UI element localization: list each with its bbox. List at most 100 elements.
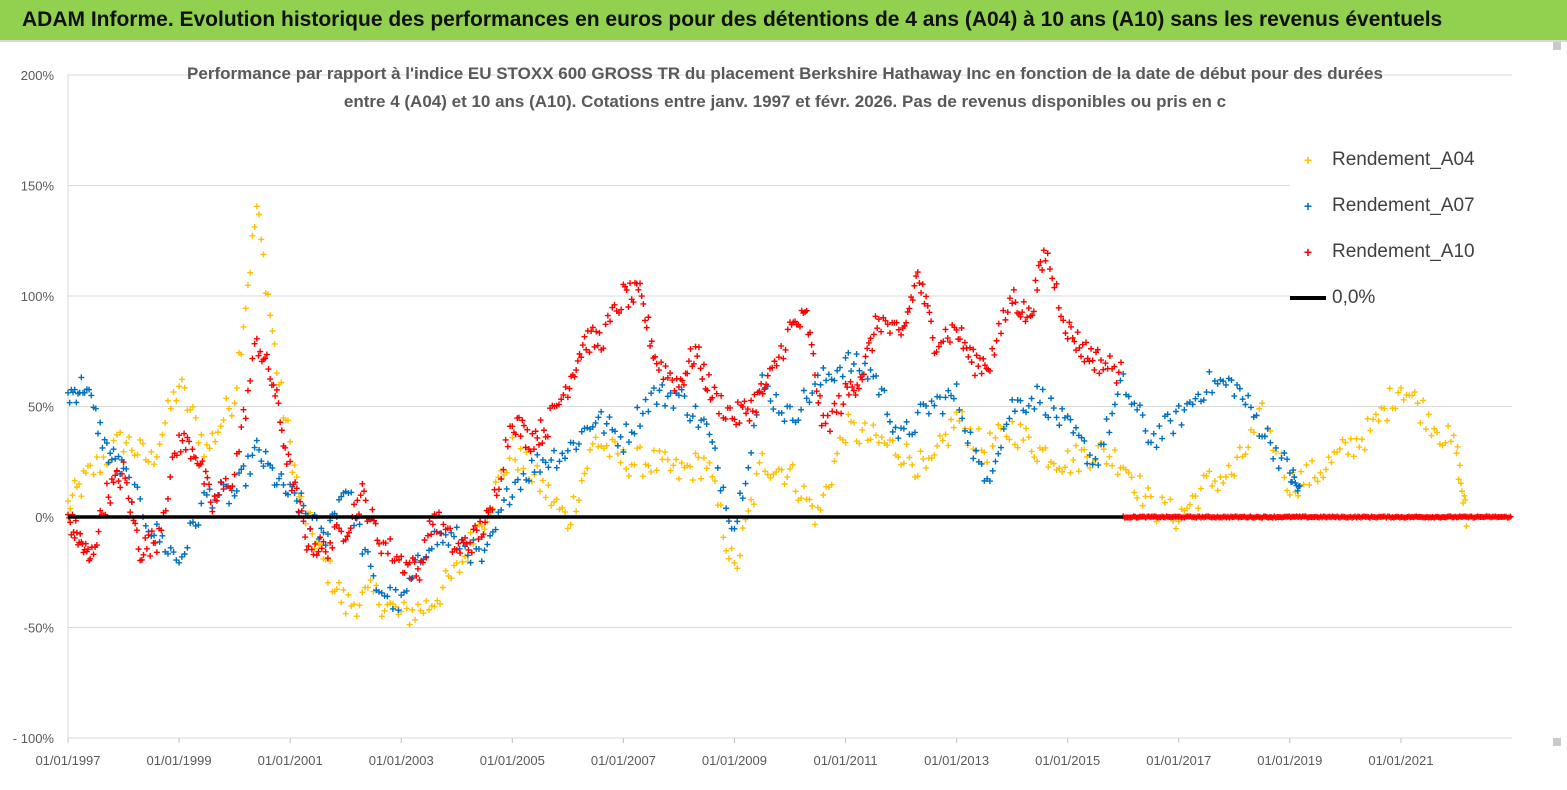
data-point <box>179 437 186 444</box>
data-point <box>1200 397 1207 404</box>
data-point <box>453 559 460 566</box>
data-point <box>749 408 756 415</box>
resize-handle-top-right[interactable] <box>1553 42 1561 50</box>
data-point <box>437 600 444 607</box>
data-point <box>1422 426 1429 433</box>
data-point <box>523 476 530 483</box>
data-point <box>522 444 529 451</box>
data-point <box>961 339 968 346</box>
data-point <box>1106 429 1113 436</box>
data-point <box>409 606 416 613</box>
chart-title-line2: entre 4 (A04) et 10 ans (A10). Cotations… <box>343 92 1227 111</box>
data-point <box>1364 415 1371 422</box>
data-point <box>1284 456 1291 463</box>
data-point <box>845 349 852 356</box>
data-point <box>864 345 871 352</box>
y-tick-label: 0% <box>35 510 54 525</box>
data-point <box>880 314 887 321</box>
data-point <box>595 414 602 421</box>
data-point <box>177 448 184 455</box>
data-point <box>70 529 77 536</box>
data-point <box>953 326 960 333</box>
data-point <box>670 462 677 469</box>
data-point <box>809 502 816 509</box>
data-point <box>1024 314 1031 321</box>
data-point <box>542 494 549 501</box>
data-point <box>470 536 477 543</box>
data-point <box>1170 430 1177 437</box>
data-point <box>984 459 991 466</box>
data-point <box>1214 380 1221 387</box>
data-point <box>778 466 785 473</box>
data-point <box>387 600 394 607</box>
data-point <box>796 323 803 330</box>
data-point <box>1370 416 1377 423</box>
data-point <box>354 497 361 504</box>
data-point <box>639 473 646 480</box>
data-point <box>398 592 405 599</box>
data-point <box>84 546 91 553</box>
data-point <box>789 461 796 468</box>
data-point <box>1096 370 1103 377</box>
data-point <box>1081 446 1088 453</box>
data-point <box>492 479 499 486</box>
data-point <box>553 464 560 471</box>
data-point <box>850 419 857 426</box>
data-point <box>1203 472 1210 479</box>
data-point <box>1211 478 1218 485</box>
data-point <box>414 601 421 608</box>
data-point <box>487 532 494 539</box>
data-point <box>623 287 630 294</box>
data-point <box>919 281 926 288</box>
data-point <box>637 444 644 451</box>
data-point <box>1123 466 1130 473</box>
data-point <box>911 429 918 436</box>
data-point <box>939 410 946 417</box>
data-point <box>545 464 552 471</box>
data-point <box>153 453 160 460</box>
data-point <box>645 314 652 321</box>
data-point <box>653 360 660 367</box>
data-point <box>108 476 115 483</box>
data-point <box>181 384 188 391</box>
data-point <box>1114 391 1121 398</box>
data-point <box>434 541 441 548</box>
data-point <box>176 559 183 566</box>
data-point <box>506 455 513 462</box>
data-point <box>1000 307 1007 314</box>
data-point <box>462 534 469 541</box>
data-point <box>756 388 763 395</box>
data-point <box>284 491 291 498</box>
resize-handle-bottom-right[interactable] <box>1553 738 1561 746</box>
data-point <box>531 469 538 476</box>
data-point <box>409 574 416 581</box>
data-point <box>364 584 371 591</box>
data-point <box>759 450 766 457</box>
data-point <box>1460 500 1467 507</box>
legend-marker-a10: + <box>1303 244 1313 260</box>
data-point <box>178 553 185 560</box>
data-point <box>509 434 516 441</box>
data-point <box>138 556 145 563</box>
data-point <box>712 477 719 484</box>
data-point <box>1066 319 1073 326</box>
data-point <box>578 354 585 361</box>
data-point <box>238 466 245 473</box>
data-point <box>207 499 214 506</box>
data-point <box>1055 304 1062 311</box>
data-point <box>357 492 364 499</box>
data-point <box>1442 439 1449 446</box>
data-point <box>1353 435 1360 442</box>
data-point <box>520 465 527 472</box>
data-point <box>97 469 104 476</box>
data-point <box>525 477 532 484</box>
data-point <box>143 545 150 552</box>
data-point <box>798 406 805 413</box>
data-point <box>156 441 163 448</box>
data-point <box>198 500 205 507</box>
data-point <box>258 236 265 243</box>
data-point <box>184 434 191 441</box>
data-point <box>1019 309 1026 316</box>
data-point <box>1010 286 1017 293</box>
data-point <box>78 493 85 500</box>
